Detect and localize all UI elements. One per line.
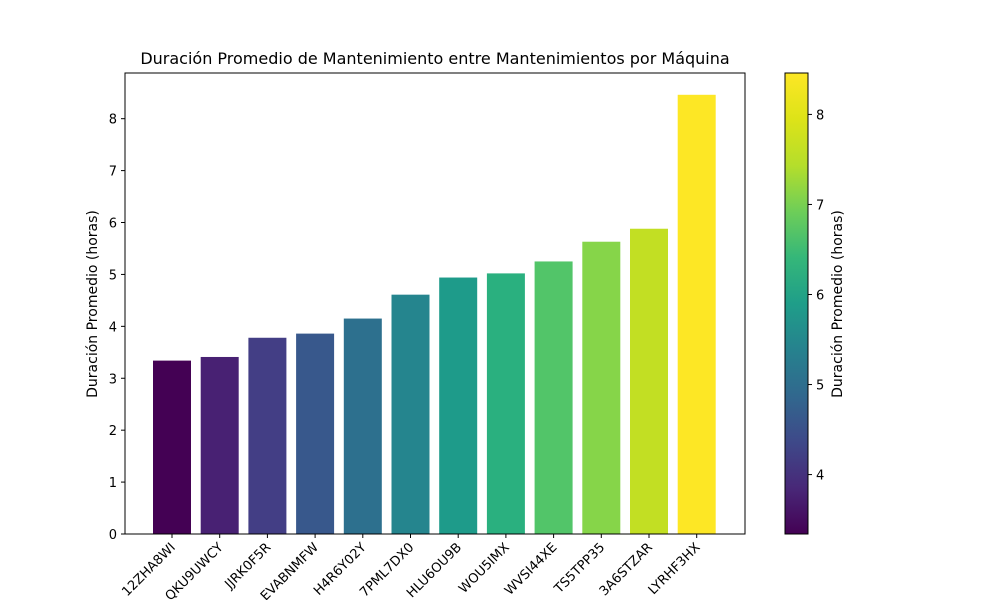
colorbar-tick-label: 7 bbox=[816, 198, 824, 213]
colorbar-tick-label: 6 bbox=[816, 288, 824, 303]
x-tick-label: LYRHF3HX bbox=[646, 540, 704, 598]
colorbar-label: Duración Promedio (horas) bbox=[830, 210, 846, 398]
y-tick-label: 1 bbox=[109, 476, 117, 491]
bar bbox=[248, 337, 287, 534]
colorbar-ticks: 4 5 6 7 8 bbox=[808, 108, 824, 484]
chart-title: Duración Promedio de Mantenimiento entre… bbox=[140, 49, 729, 68]
bar bbox=[343, 318, 382, 534]
plot-frame bbox=[124, 72, 746, 535]
y-tick-label: 6 bbox=[109, 217, 117, 232]
y-tick-label: 4 bbox=[109, 320, 117, 335]
x-ticks: 12ZHA8WIQKU9UWCYJJRK0F5REVABNMFWH4R6Y02Y… bbox=[119, 534, 704, 604]
y-tick-label: 7 bbox=[109, 165, 117, 180]
y-axis-label: Duración Promedio (horas) bbox=[85, 210, 101, 398]
y-tick-label: 5 bbox=[109, 268, 117, 283]
colorbar-tick-label: 5 bbox=[816, 379, 824, 394]
bar bbox=[582, 241, 621, 534]
bar bbox=[486, 273, 525, 534]
y-tick-label: 3 bbox=[109, 372, 117, 387]
bar bbox=[630, 228, 668, 535]
colorbar-tick-label: 8 bbox=[816, 108, 824, 123]
y-tick-label: 8 bbox=[109, 113, 117, 128]
bar bbox=[153, 360, 191, 534]
y-ticks: 0 1 2 3 4 5 6 7 8 bbox=[109, 113, 125, 543]
bar bbox=[677, 94, 716, 535]
bar bbox=[534, 261, 573, 534]
y-tick-label: 2 bbox=[109, 424, 117, 439]
y-tick-label: 0 bbox=[109, 528, 117, 543]
bar bbox=[391, 294, 430, 534]
bar bbox=[296, 333, 335, 534]
colorbar-tick-label: 4 bbox=[816, 469, 824, 484]
bar bbox=[439, 277, 478, 534]
bars-layer bbox=[153, 94, 716, 535]
bar bbox=[200, 356, 239, 534]
colorbar bbox=[784, 72, 809, 535]
